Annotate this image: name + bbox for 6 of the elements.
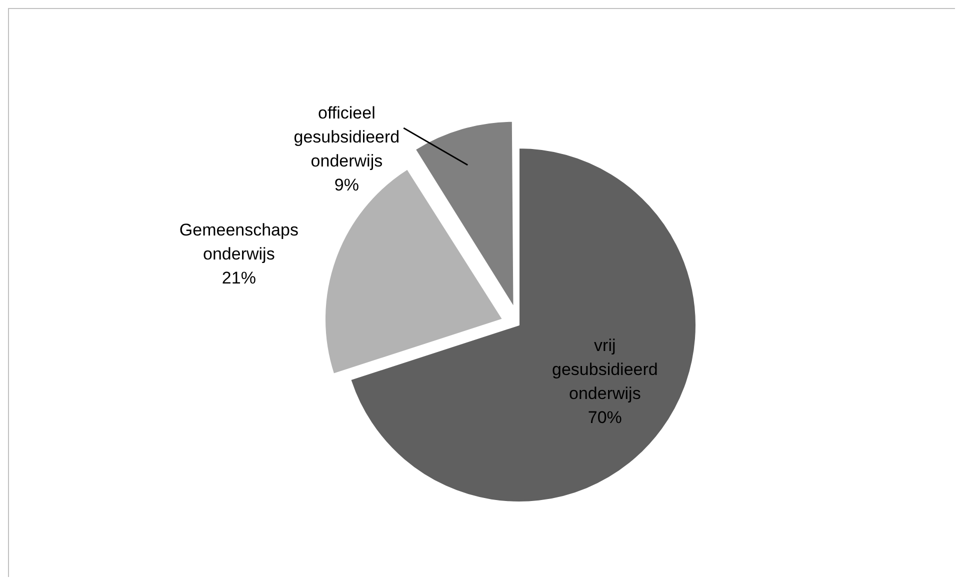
slice-label: Gemeenschaps onderwijs (179, 220, 298, 264)
data-label: 9% (334, 176, 359, 195)
data-label: 70% (588, 408, 622, 427)
slice-label: officieel gesubsidieerd onderwijs (294, 104, 400, 171)
data-label: 21% (222, 268, 256, 288)
slice-label: vrij gesubsidieerd onderwijs (552, 336, 658, 403)
